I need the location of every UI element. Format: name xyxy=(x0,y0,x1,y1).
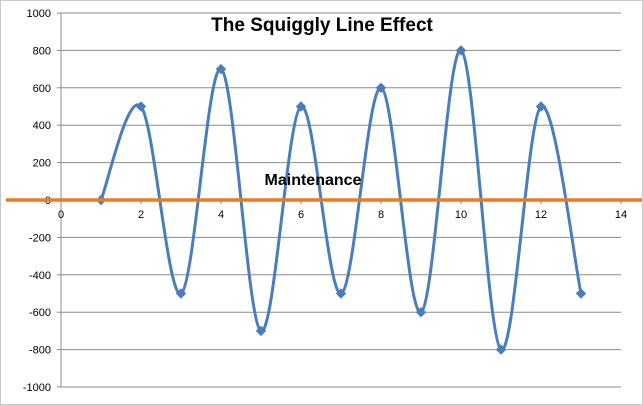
y-tick-label: -800 xyxy=(29,345,51,357)
y-tick-label: 1000 xyxy=(27,8,51,20)
data-point-marker xyxy=(495,344,507,355)
data-point-marker xyxy=(575,288,587,299)
y-tick-label: 800 xyxy=(33,45,51,57)
data-point-marker xyxy=(295,101,307,112)
y-tick-label: 600 xyxy=(33,83,51,95)
data-point-marker xyxy=(135,101,147,112)
x-tick-label: 6 xyxy=(298,209,304,221)
x-axis: 0 2 4 6 8 10 12 14 xyxy=(58,199,627,221)
data-point-marker xyxy=(215,63,227,75)
x-tick-label: 14 xyxy=(615,209,627,221)
y-tick-label: 400 xyxy=(33,120,51,132)
y-tick-label: -200 xyxy=(29,232,51,244)
x-tick-label: 12 xyxy=(535,209,547,221)
x-tick-label: 8 xyxy=(378,209,384,221)
y-tick-label: -400 xyxy=(29,270,51,282)
y-tick-label: 200 xyxy=(33,158,51,170)
y-tick-label: -1000 xyxy=(23,382,51,394)
annotation-maintenance: Maintenance xyxy=(265,172,362,189)
chart-title: The Squiggly Line Effect xyxy=(211,15,433,36)
x-tick-label: 4 xyxy=(218,209,224,221)
x-tick-label: 2 xyxy=(138,209,144,221)
series-layer xyxy=(95,45,587,355)
data-point-marker xyxy=(455,45,467,56)
y-axis: 1000 800 600 400 200 0 -200 -400 -600 -800 -1000 xyxy=(23,8,62,394)
data-point-marker xyxy=(535,101,547,112)
x-tick-label: 0 xyxy=(58,209,64,221)
data-point-marker xyxy=(335,288,347,299)
y-tick-label: -600 xyxy=(29,307,51,319)
data-point-marker xyxy=(415,306,427,318)
data-point-marker xyxy=(375,82,387,94)
data-point-marker xyxy=(175,288,187,299)
x-tick-label: 10 xyxy=(455,209,467,221)
data-point-marker xyxy=(255,325,267,337)
